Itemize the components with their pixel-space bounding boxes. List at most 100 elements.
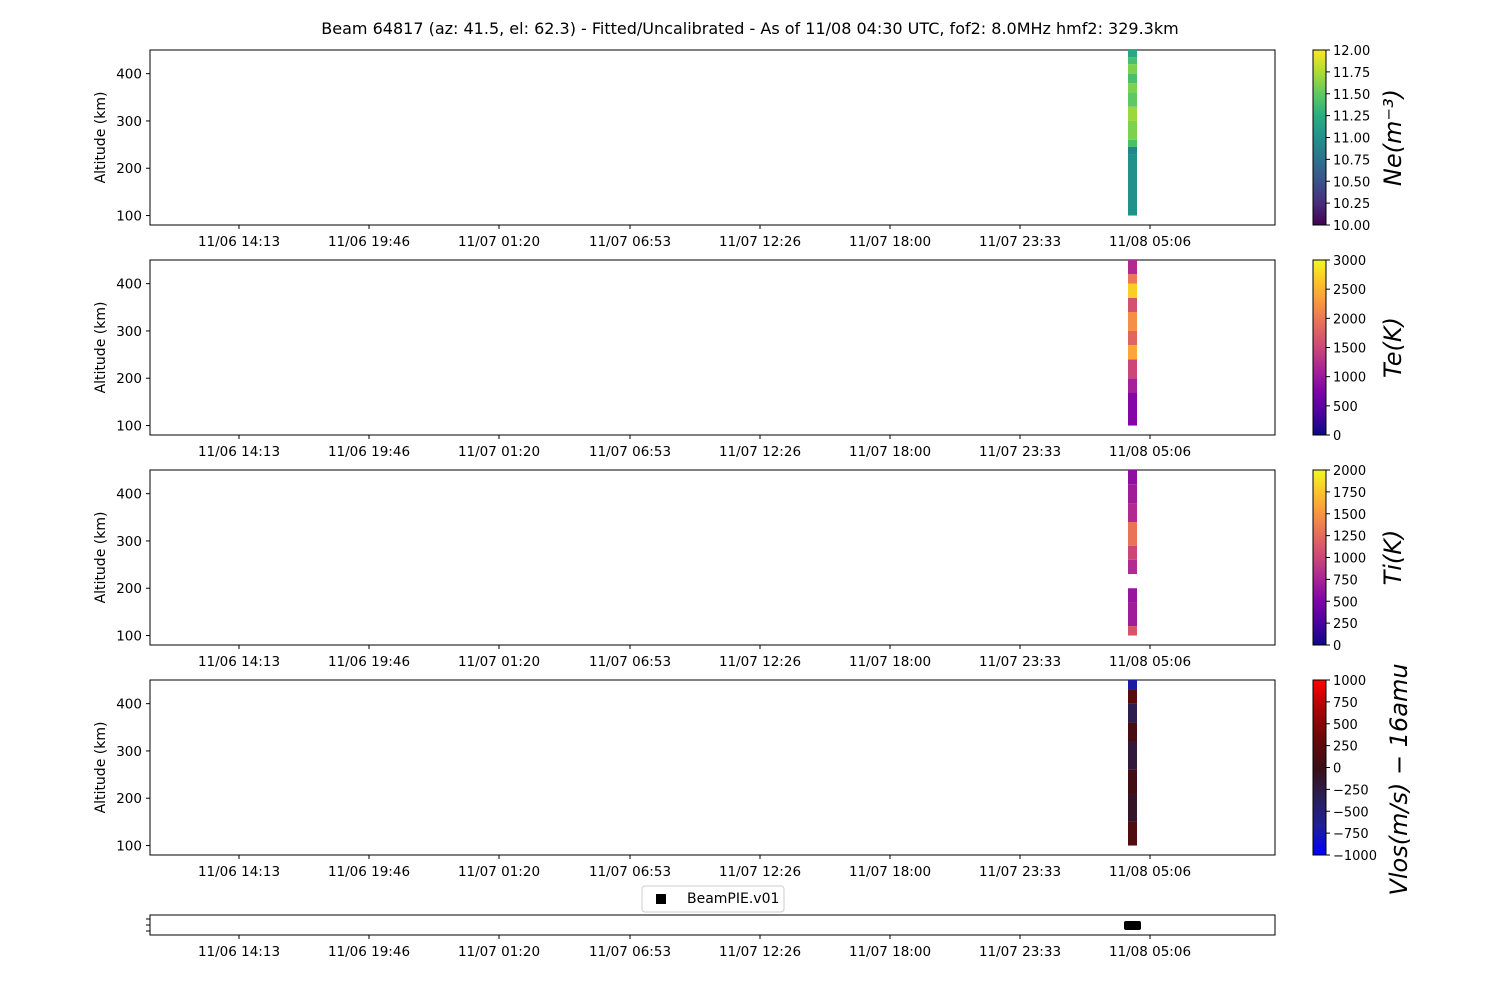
colorbar-tick-label: 0 — [1333, 639, 1341, 654]
panel-ne-cell-7 — [1128, 73, 1137, 84]
x-tick-label: 11/07 18:00 — [849, 944, 931, 960]
legend-marker-square — [656, 894, 666, 904]
panel-ne-cell-5 — [1128, 92, 1137, 107]
panel-te-cell-3 — [1128, 345, 1137, 360]
panel-te-cell-5 — [1128, 312, 1137, 331]
panel-vlos-cell-5 — [1128, 703, 1137, 723]
x-tick-label: 11/07 18:00 — [849, 654, 931, 670]
panel-ne-cell-0 — [1128, 154, 1137, 216]
y-axis-label: Altitude (km) — [93, 92, 109, 184]
panel-ti-cell-0 — [1128, 626, 1137, 636]
panels: 100 200 300 400 Altitude (km) 11/06 14:13 11/0… — [93, 44, 1413, 896]
beam-timeline-axis: 11/06 14:13 11/06 19:46 11/07 01:20 11/07 0… — [146, 914, 1276, 960]
panel-ne-cell-8 — [1128, 64, 1137, 74]
x-tick-label: 11/07 01:20 — [458, 234, 540, 250]
legend-box — [641, 885, 785, 913]
colorbar-tick-label: 500 — [1333, 595, 1358, 610]
x-tick-label: 11/07 12:26 — [719, 444, 801, 460]
panel-ti-frame — [149, 469, 1276, 646]
y-tick-label: 200 — [116, 161, 142, 177]
colorbar-tick-label: 1000 — [1333, 371, 1366, 386]
x-tick-label: 11/06 19:46 — [328, 654, 410, 670]
panel-vlos-cell-6 — [1128, 689, 1137, 704]
panel-te-cell-0 — [1128, 392, 1137, 426]
x-tick-label: 11/07 06:53 — [589, 444, 671, 460]
y-tick-label: 300 — [116, 114, 142, 130]
colorbar-tick-label: 2000 — [1333, 312, 1366, 327]
panel-te-cell-6 — [1128, 297, 1137, 313]
x-tick-label: 11/06 14:13 — [198, 444, 280, 460]
panel-ti-cell-3 — [1128, 559, 1137, 575]
x-tick-label: 11/08 05:06 — [1109, 444, 1191, 460]
y-axis-label: Altitude (km) — [93, 512, 109, 604]
colorbar-tick-label: 1250 — [1333, 530, 1366, 545]
panel-ne-cell-2 — [1128, 139, 1137, 147]
colorbar-tick-label: 11.00 — [1333, 132, 1370, 147]
colorbar-tick-label: 10.00 — [1333, 219, 1370, 234]
colorbar-tick-label: 250 — [1333, 740, 1358, 755]
panel-ne: 100 200 300 400 Altitude (km) 11/06 14:13 11/0… — [93, 44, 1407, 250]
legend-label: BeamPIE.v01 — [687, 891, 779, 907]
panel-vlos-cell-4 — [1128, 722, 1137, 742]
panel-ne-cell-4 — [1128, 106, 1137, 121]
x-tick-label: 11/07 12:26 — [719, 944, 801, 960]
colorbar-tick-label: 11.75 — [1333, 66, 1370, 81]
panel-vlos-cell-3 — [1128, 741, 1137, 770]
colorbar-tick-label: 0 — [1333, 429, 1341, 444]
x-tick-label: 11/07 06:53 — [589, 864, 671, 880]
colorbar-tick-label: 1500 — [1333, 342, 1366, 357]
colorbar-label: Ne(m⁻³) — [1379, 89, 1407, 186]
y-tick-label: 400 — [116, 67, 142, 83]
colorbar-tick-label: 750 — [1333, 696, 1358, 711]
x-tick-label: 11/07 01:20 — [458, 944, 540, 960]
x-tick-label: 11/07 23:33 — [979, 864, 1061, 880]
y-axis-label: Altitude (km) — [93, 302, 109, 394]
panel-vlos-cell-2 — [1128, 769, 1137, 794]
x-tick-label: 11/07 18:00 — [849, 234, 931, 250]
panel-te-frame — [149, 259, 1276, 436]
x-tick-label: 11/08 05:06 — [1109, 864, 1191, 880]
beam-marker — [1124, 921, 1141, 930]
colorbar-tick-label: 750 — [1333, 573, 1358, 588]
panel-ti-cell-7 — [1128, 484, 1137, 504]
x-tick-label: 11/07 23:33 — [979, 944, 1061, 960]
colorbar-tick-label: 0 — [1333, 762, 1341, 777]
x-tick-label: 11/06 19:46 — [328, 444, 410, 460]
colorbar-tick-label: 12.00 — [1333, 44, 1370, 59]
y-tick-label: 200 — [116, 581, 142, 597]
x-tick-label: 11/07 18:00 — [849, 864, 931, 880]
panel-te-cell-8 — [1128, 274, 1137, 284]
colorbar-label: Vlos(m/s) − 16amu — [1385, 663, 1413, 895]
panel-ti-cell-2 — [1128, 588, 1137, 603]
x-tick-label: 11/07 23:33 — [979, 234, 1061, 250]
y-tick-label: 400 — [116, 697, 142, 713]
y-tick-label: 200 — [116, 791, 142, 807]
panel-ne-frame — [149, 49, 1276, 226]
colorbar-label: Te(K) — [1379, 317, 1407, 378]
x-tick-label: 11/06 19:46 — [328, 864, 410, 880]
colorbar-label: Ti(K) — [1379, 530, 1407, 586]
colorbar-tick-label: 250 — [1333, 617, 1358, 632]
x-tick-label: 11/08 05:06 — [1109, 944, 1191, 960]
colorbar-tick-label: 10.25 — [1333, 197, 1370, 212]
x-tick-label: 11/07 23:33 — [979, 654, 1061, 670]
panel-vlos-cell-7 — [1128, 680, 1137, 690]
x-tick-label: 11/07 12:26 — [719, 864, 801, 880]
colorbar-tick-label: 10.75 — [1333, 153, 1370, 168]
y-tick-label: 300 — [116, 324, 142, 340]
panel-ti-cell-6 — [1128, 503, 1137, 523]
panel-ne-colorbar — [1312, 49, 1327, 226]
panel-te-cell-9 — [1128, 260, 1137, 275]
x-tick-label: 11/07 23:33 — [979, 444, 1061, 460]
y-tick-label: 100 — [116, 629, 142, 645]
x-tick-label: 11/07 06:53 — [589, 654, 671, 670]
panel-ti-colorbar — [1312, 469, 1327, 646]
y-tick-label: 100 — [116, 839, 142, 855]
x-tick-label: 11/06 14:13 — [198, 864, 280, 880]
y-tick-label: 300 — [116, 534, 142, 550]
panel-ti: 100 200 300 400 Altitude (km) 11/06 14:13 11/0… — [93, 464, 1407, 670]
y-tick-label: 300 — [116, 744, 142, 760]
colorbar-tick-label: 1000 — [1333, 552, 1366, 567]
y-tick-label: 400 — [116, 277, 142, 293]
colorbar-tick-label: 500 — [1333, 400, 1358, 415]
